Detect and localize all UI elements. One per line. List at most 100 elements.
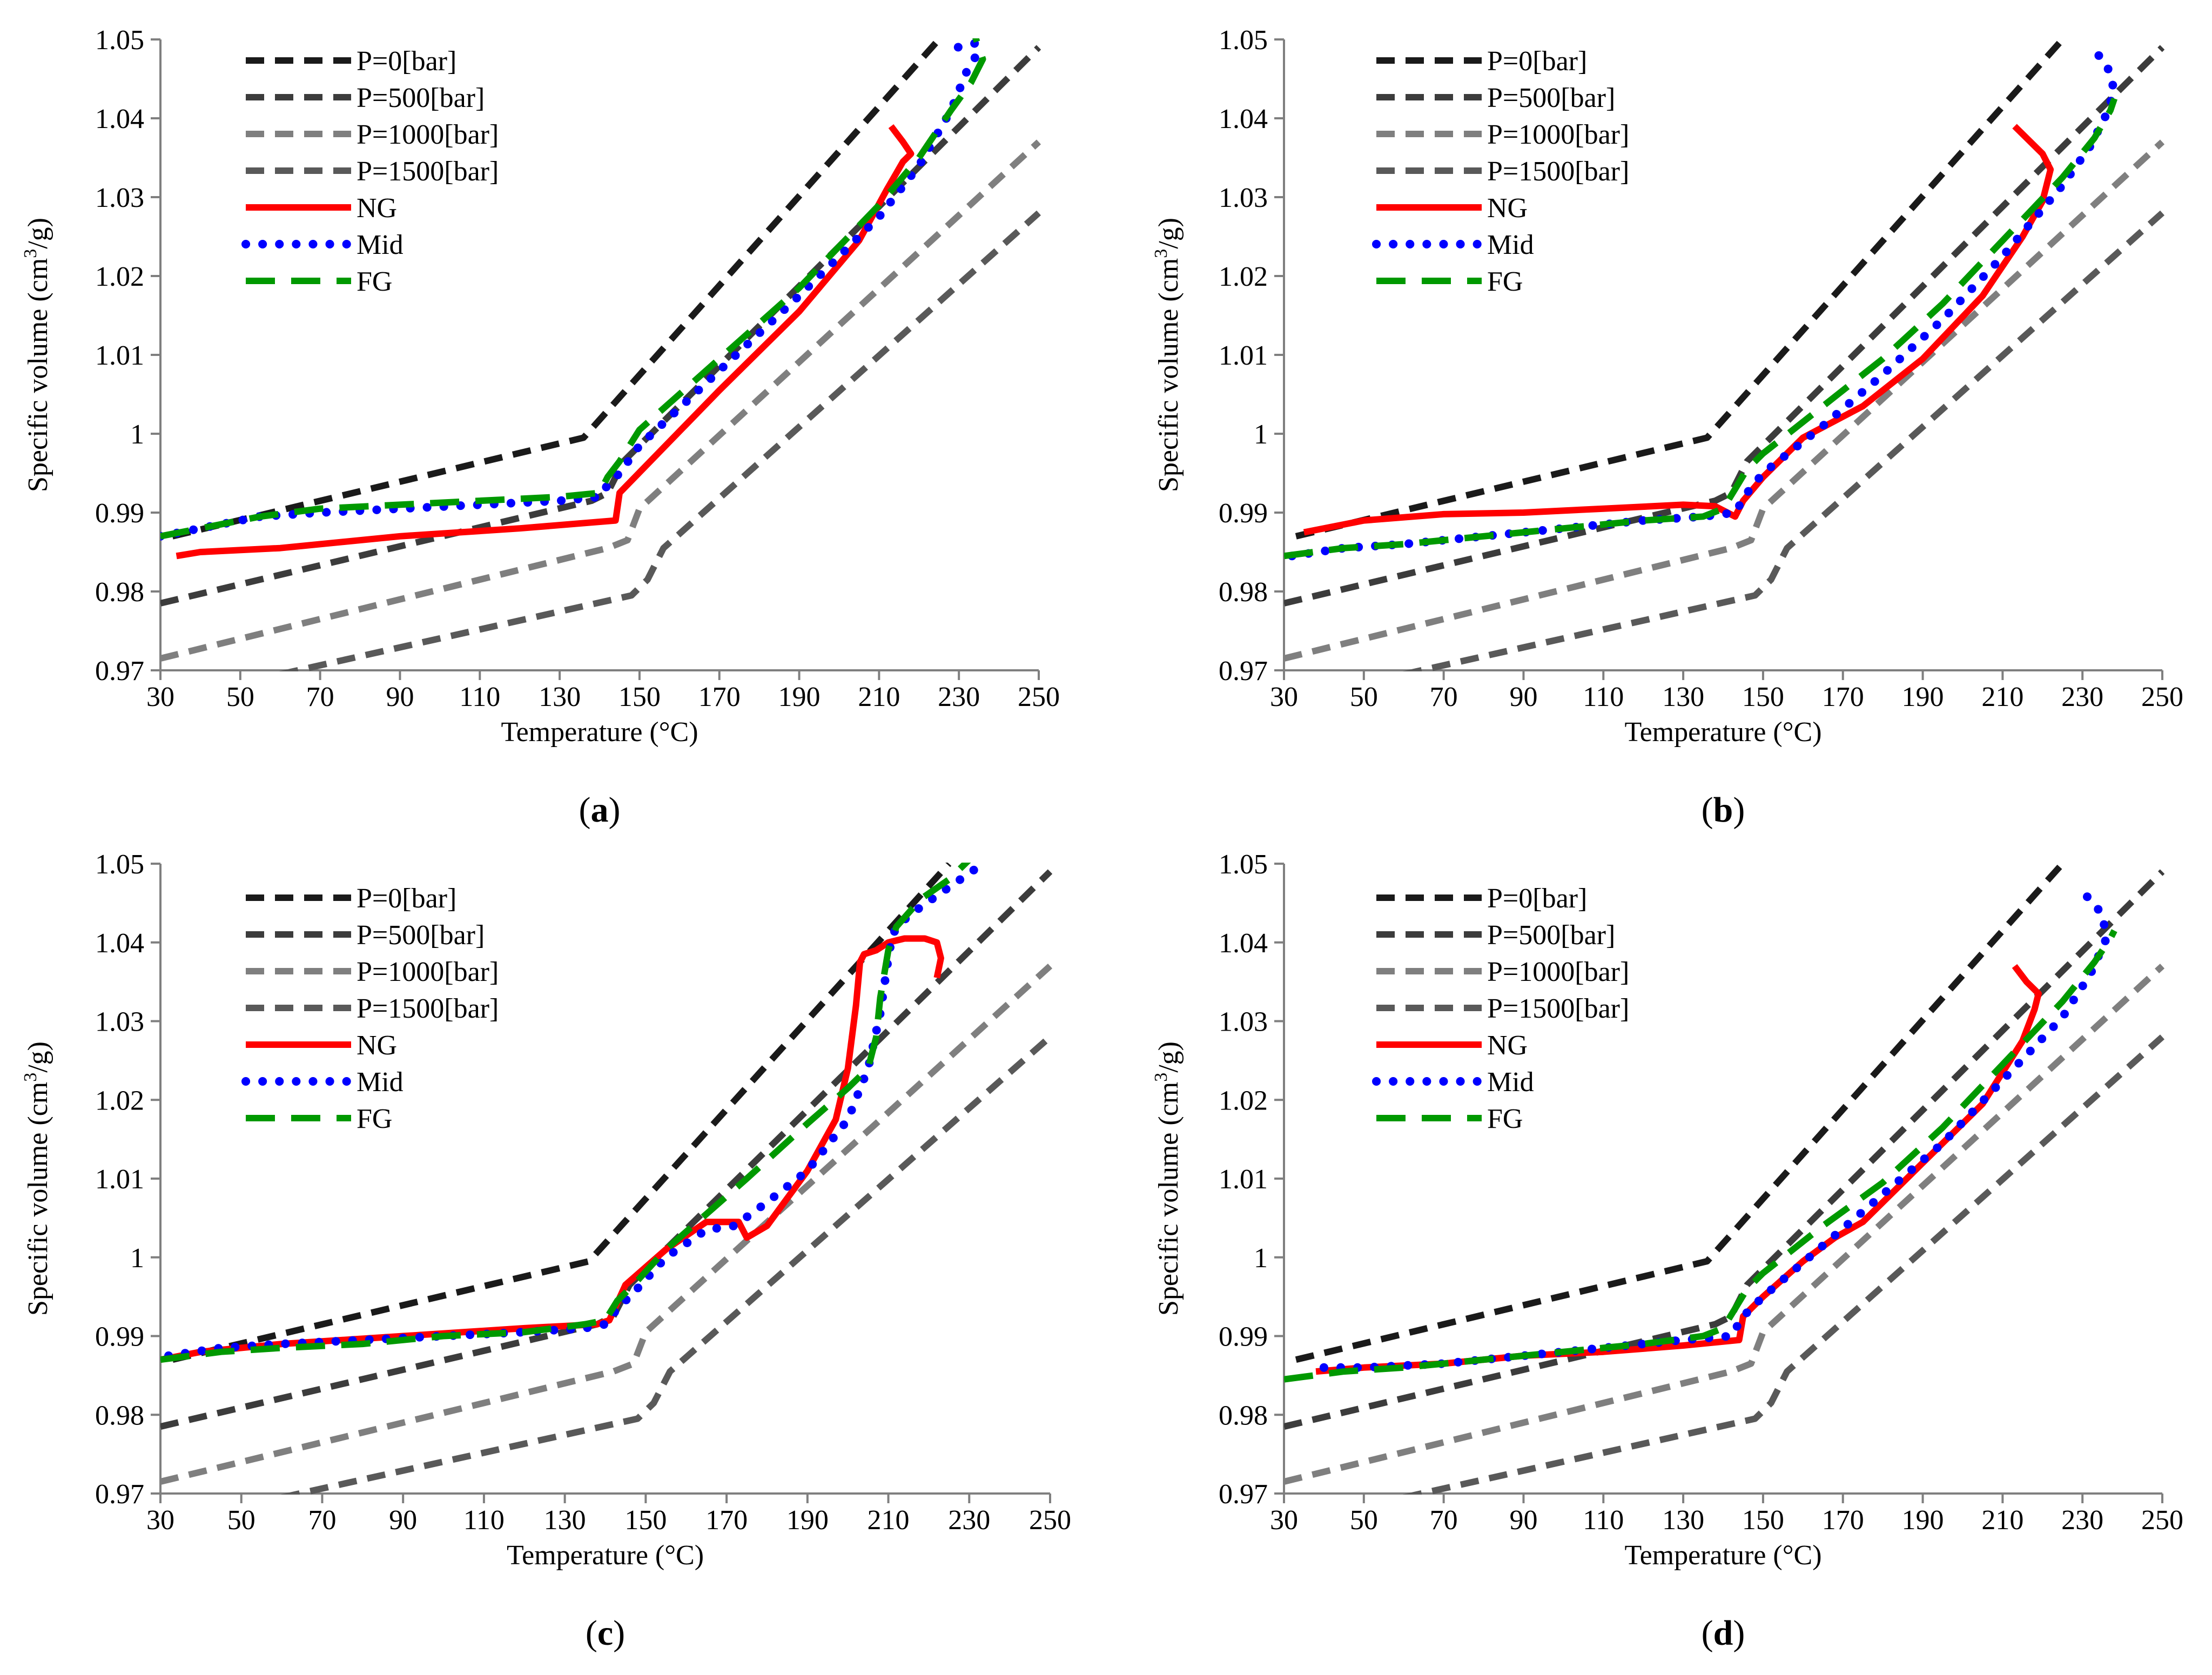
y-axis-title-main: Specific volume (cm	[1153, 1082, 1184, 1316]
x-tick-label: 50	[1350, 682, 1378, 712]
caption-open-paren: (	[1702, 1613, 1713, 1653]
legend-label: P=1000[bar]	[357, 119, 499, 150]
legend-label: P=500[bar]	[357, 83, 485, 113]
legend-label: P=1000[bar]	[1487, 119, 1629, 150]
y-tick-label: 0.98	[1219, 1400, 1268, 1431]
y-tick-label: 1.04	[1219, 928, 1268, 959]
x-tick-label: 190	[1902, 682, 1944, 712]
y-tick-label: 1.01	[1219, 1164, 1268, 1195]
caption-open-paren: (	[579, 790, 591, 830]
series-line-p-1000-bar	[1284, 139, 2164, 662]
x-tick-label: 130	[539, 682, 581, 712]
x-tick-label: 30	[1270, 682, 1298, 712]
legend-label: P=1000[bar]	[357, 957, 499, 987]
legend-label: NG	[357, 1030, 397, 1061]
y-axis-title-main: Specific volume (cm	[23, 258, 53, 492]
y-tick-label: 0.97	[95, 1479, 144, 1510]
y-tick-label: 0.99	[1219, 1322, 1268, 1353]
y-axis-title-superscript: 3	[1151, 249, 1171, 258]
x-tick-label: 230	[2061, 1505, 2103, 1536]
series-line-ng	[1315, 964, 2042, 1375]
x-tick-label: 250	[2141, 1505, 2183, 1536]
x-tick-label: 210	[868, 1505, 910, 1536]
x-tick-label: 230	[2061, 682, 2103, 712]
series-line-p-1500-bar	[281, 1034, 1052, 1495]
legend-label: FG	[357, 1104, 392, 1134]
x-tick-label: 150	[1742, 682, 1784, 712]
legend-label: P=0[bar]	[357, 46, 456, 77]
caption-letter: b	[1713, 790, 1733, 830]
y-axis-title: Specific volume (cm3/g)	[21, 218, 53, 492]
legend-label: FG	[1487, 1104, 1523, 1134]
series-line-p-1000-bar	[160, 139, 1041, 662]
legend-label: NG	[1487, 193, 1528, 224]
x-tick-label: 130	[1662, 1505, 1704, 1536]
legend-label: FG	[357, 266, 392, 297]
x-tick-label: 190	[1902, 1505, 1944, 1536]
y-tick-label: 1.01	[95, 340, 144, 371]
legend-label: P=1000[bar]	[1487, 957, 1629, 987]
y-axis-title-end: /g)	[1153, 1041, 1184, 1073]
y-tick-label: 1.04	[1219, 104, 1268, 134]
x-tick-label: 250	[1029, 1505, 1071, 1536]
caption-close-paren: )	[1733, 790, 1745, 830]
panel-caption: (d)	[1702, 1613, 1745, 1653]
panel-caption: (b)	[1702, 790, 1745, 830]
y-axis-title: Specific volume (cm3/g)	[1151, 218, 1184, 492]
series-line-fg	[1284, 929, 2117, 1383]
x-tick-label: 210	[858, 682, 900, 712]
series-line-fg	[160, 38, 986, 540]
y-tick-label: 0.99	[1219, 498, 1268, 529]
x-tick-label: 130	[1662, 682, 1704, 712]
y-tick-label: 1.01	[95, 1164, 144, 1195]
y-tick-label: 0.97	[95, 656, 144, 687]
y-tick-label: 1	[130, 419, 144, 450]
legend-label: Mid	[357, 1067, 404, 1098]
panel-caption: (c)	[586, 1613, 625, 1653]
caption-close-paren: )	[613, 1613, 625, 1653]
x-tick-label: 190	[786, 1505, 829, 1536]
x-tick-label: 150	[1742, 1505, 1784, 1536]
legend-label: P=500[bar]	[1487, 920, 1615, 951]
y-tick-label: 1.05	[95, 25, 144, 56]
y-tick-label: 1.01	[1219, 340, 1268, 371]
legend-label: Mid	[1487, 1067, 1534, 1098]
legend-label: P=500[bar]	[1487, 83, 1615, 113]
y-tick-label: 0.97	[1219, 1479, 1268, 1510]
series-line-p-1500-bar	[279, 210, 1041, 671]
x-tick-label: 230	[938, 682, 980, 712]
legend-label: P=0[bar]	[1487, 46, 1587, 77]
x-tick-label: 30	[1270, 1505, 1298, 1536]
y-tick-label: 1.03	[1219, 1007, 1268, 1038]
series-line-p-1500-bar	[1403, 1034, 2164, 1495]
series-line-p-1500-bar	[1403, 210, 2164, 671]
caption-letter: c	[597, 1613, 613, 1653]
x-tick-label: 130	[544, 1505, 586, 1536]
series-line-ng	[176, 124, 915, 560]
y-axis-title-main: Specific volume (cm	[23, 1082, 53, 1316]
y-tick-label: 1.04	[95, 928, 144, 959]
series-line-p-500-bar	[1284, 869, 2164, 1430]
legend-label: NG	[357, 193, 397, 224]
x-axis-title: Temperature (°C)	[501, 717, 698, 748]
series-line-ng	[1303, 124, 2054, 536]
x-tick-label: 250	[2141, 682, 2183, 712]
x-tick-label: 250	[1018, 682, 1060, 712]
x-tick-label: 70	[308, 1505, 336, 1536]
series-line-p-500-bar	[1284, 45, 2164, 607]
y-tick-label: 1	[1254, 1243, 1268, 1274]
x-tick-label: 50	[226, 682, 254, 712]
legend-label: P=0[bar]	[1487, 883, 1587, 914]
y-tick-label: 1	[130, 1243, 144, 1274]
y-tick-label: 1.02	[95, 261, 144, 292]
y-tick-label: 1.02	[1219, 1085, 1268, 1116]
y-tick-label: 1.05	[1219, 849, 1268, 880]
y-tick-label: 1.04	[95, 104, 144, 134]
x-axis-title: Temperature (°C)	[507, 1540, 704, 1571]
x-tick-label: 110	[459, 682, 500, 712]
series-line-fg	[1284, 97, 2117, 560]
